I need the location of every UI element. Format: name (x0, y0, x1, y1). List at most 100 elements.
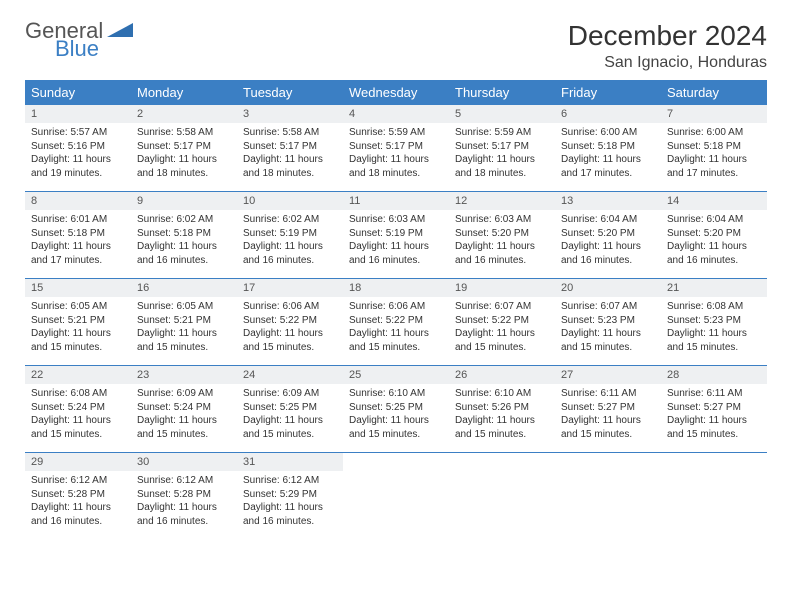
day-body: Sunrise: 5:57 AMSunset: 5:16 PMDaylight:… (25, 123, 131, 184)
day-body: Sunrise: 6:03 AMSunset: 5:20 PMDaylight:… (449, 210, 555, 271)
sunset-text: Sunset: 5:17 PM (137, 140, 231, 154)
sunset-text: Sunset: 5:18 PM (31, 227, 125, 241)
daylight-text-1: Daylight: 11 hours (667, 414, 761, 428)
day-number: 23 (131, 366, 237, 384)
daylight-text-2: and 15 minutes. (243, 428, 337, 442)
calendar-table: Sunday Monday Tuesday Wednesday Thursday… (25, 80, 767, 539)
day-body: Sunrise: 6:12 AMSunset: 5:29 PMDaylight:… (237, 471, 343, 532)
calendar-day-cell: 5Sunrise: 5:59 AMSunset: 5:17 PMDaylight… (449, 105, 555, 192)
sunrise-text: Sunrise: 6:05 AM (31, 300, 125, 314)
daylight-text-1: Daylight: 11 hours (31, 414, 125, 428)
calendar-day-cell (555, 453, 661, 540)
day-number: 5 (449, 105, 555, 123)
top-bar: General Blue December 2024 San Ignacio, … (25, 20, 767, 72)
calendar-week-row: 22Sunrise: 6:08 AMSunset: 5:24 PMDayligh… (25, 366, 767, 453)
daylight-text-1: Daylight: 11 hours (243, 153, 337, 167)
sunrise-text: Sunrise: 6:05 AM (137, 300, 231, 314)
day-body: Sunrise: 6:05 AMSunset: 5:21 PMDaylight:… (131, 297, 237, 358)
calendar-day-cell: 6Sunrise: 6:00 AMSunset: 5:18 PMDaylight… (555, 105, 661, 192)
daylight-text-2: and 16 minutes. (455, 254, 549, 268)
daylight-text-2: and 15 minutes. (137, 341, 231, 355)
daylight-text-2: and 16 minutes. (31, 515, 125, 529)
sunrise-text: Sunrise: 6:12 AM (137, 474, 231, 488)
day-body: Sunrise: 5:59 AMSunset: 5:17 PMDaylight:… (343, 123, 449, 184)
sunrise-text: Sunrise: 6:03 AM (455, 213, 549, 227)
sunrise-text: Sunrise: 6:10 AM (349, 387, 443, 401)
calendar-day-cell: 12Sunrise: 6:03 AMSunset: 5:20 PMDayligh… (449, 192, 555, 279)
day-number: 18 (343, 279, 449, 297)
sunset-text: Sunset: 5:21 PM (137, 314, 231, 328)
day-body: Sunrise: 6:10 AMSunset: 5:25 PMDaylight:… (343, 384, 449, 445)
day-number: 31 (237, 453, 343, 471)
day-number: 17 (237, 279, 343, 297)
day-number: 20 (555, 279, 661, 297)
day-body: Sunrise: 6:11 AMSunset: 5:27 PMDaylight:… (661, 384, 767, 445)
calendar-day-cell: 25Sunrise: 6:10 AMSunset: 5:25 PMDayligh… (343, 366, 449, 453)
title-block: December 2024 San Ignacio, Honduras (568, 20, 767, 72)
sunrise-text: Sunrise: 6:11 AM (667, 387, 761, 401)
calendar-day-cell: 11Sunrise: 6:03 AMSunset: 5:19 PMDayligh… (343, 192, 449, 279)
weekday-header-row: Sunday Monday Tuesday Wednesday Thursday… (25, 80, 767, 105)
sunset-text: Sunset: 5:28 PM (137, 488, 231, 502)
daylight-text-2: and 16 minutes. (561, 254, 655, 268)
brand-word-2: Blue (55, 38, 99, 60)
day-number: 22 (25, 366, 131, 384)
day-body: Sunrise: 6:06 AMSunset: 5:22 PMDaylight:… (237, 297, 343, 358)
sunset-text: Sunset: 5:22 PM (243, 314, 337, 328)
sunrise-text: Sunrise: 6:12 AM (31, 474, 125, 488)
sunrise-text: Sunrise: 6:07 AM (455, 300, 549, 314)
daylight-text-2: and 16 minutes. (243, 254, 337, 268)
day-number: 25 (343, 366, 449, 384)
brand-logo: General Blue (25, 20, 133, 60)
sunset-text: Sunset: 5:24 PM (137, 401, 231, 415)
weekday-header: Sunday (25, 80, 131, 105)
sunrise-text: Sunrise: 6:02 AM (137, 213, 231, 227)
sunset-text: Sunset: 5:28 PM (31, 488, 125, 502)
day-body: Sunrise: 6:12 AMSunset: 5:28 PMDaylight:… (25, 471, 131, 532)
daylight-text-2: and 16 minutes. (349, 254, 443, 268)
daylight-text-1: Daylight: 11 hours (137, 153, 231, 167)
sunrise-text: Sunrise: 6:09 AM (137, 387, 231, 401)
day-number: 1 (25, 105, 131, 123)
calendar-day-cell: 27Sunrise: 6:11 AMSunset: 5:27 PMDayligh… (555, 366, 661, 453)
daylight-text-2: and 16 minutes. (667, 254, 761, 268)
daylight-text-1: Daylight: 11 hours (137, 240, 231, 254)
day-body: Sunrise: 6:00 AMSunset: 5:18 PMDaylight:… (661, 123, 767, 184)
calendar-day-cell: 20Sunrise: 6:07 AMSunset: 5:23 PMDayligh… (555, 279, 661, 366)
sunset-text: Sunset: 5:17 PM (455, 140, 549, 154)
calendar-day-cell: 4Sunrise: 5:59 AMSunset: 5:17 PMDaylight… (343, 105, 449, 192)
sunset-text: Sunset: 5:26 PM (455, 401, 549, 415)
day-body: Sunrise: 6:02 AMSunset: 5:19 PMDaylight:… (237, 210, 343, 271)
daylight-text-2: and 17 minutes. (31, 254, 125, 268)
day-number: 26 (449, 366, 555, 384)
calendar-day-cell: 13Sunrise: 6:04 AMSunset: 5:20 PMDayligh… (555, 192, 661, 279)
daylight-text-2: and 15 minutes. (561, 341, 655, 355)
daylight-text-2: and 15 minutes. (31, 428, 125, 442)
day-body: Sunrise: 6:05 AMSunset: 5:21 PMDaylight:… (25, 297, 131, 358)
sunrise-text: Sunrise: 5:58 AM (137, 126, 231, 140)
calendar-day-cell: 1Sunrise: 5:57 AMSunset: 5:16 PMDaylight… (25, 105, 131, 192)
daylight-text-1: Daylight: 11 hours (455, 240, 549, 254)
sunset-text: Sunset: 5:19 PM (349, 227, 443, 241)
daylight-text-2: and 15 minutes. (561, 428, 655, 442)
day-body: Sunrise: 6:06 AMSunset: 5:22 PMDaylight:… (343, 297, 449, 358)
calendar-page: General Blue December 2024 San Ignacio, … (0, 0, 792, 549)
sunset-text: Sunset: 5:25 PM (349, 401, 443, 415)
day-number: 14 (661, 192, 767, 210)
sunrise-text: Sunrise: 6:00 AM (561, 126, 655, 140)
daylight-text-2: and 15 minutes. (455, 428, 549, 442)
daylight-text-2: and 17 minutes. (667, 167, 761, 181)
day-number: 12 (449, 192, 555, 210)
day-number: 8 (25, 192, 131, 210)
weekday-header: Thursday (449, 80, 555, 105)
daylight-text-1: Daylight: 11 hours (137, 501, 231, 515)
daylight-text-1: Daylight: 11 hours (455, 414, 549, 428)
sunrise-text: Sunrise: 6:06 AM (349, 300, 443, 314)
sunrise-text: Sunrise: 6:04 AM (667, 213, 761, 227)
weekday-header: Saturday (661, 80, 767, 105)
sunset-text: Sunset: 5:17 PM (349, 140, 443, 154)
daylight-text-2: and 15 minutes. (243, 341, 337, 355)
daylight-text-2: and 16 minutes. (137, 515, 231, 529)
daylight-text-1: Daylight: 11 hours (561, 327, 655, 341)
sunset-text: Sunset: 5:27 PM (561, 401, 655, 415)
